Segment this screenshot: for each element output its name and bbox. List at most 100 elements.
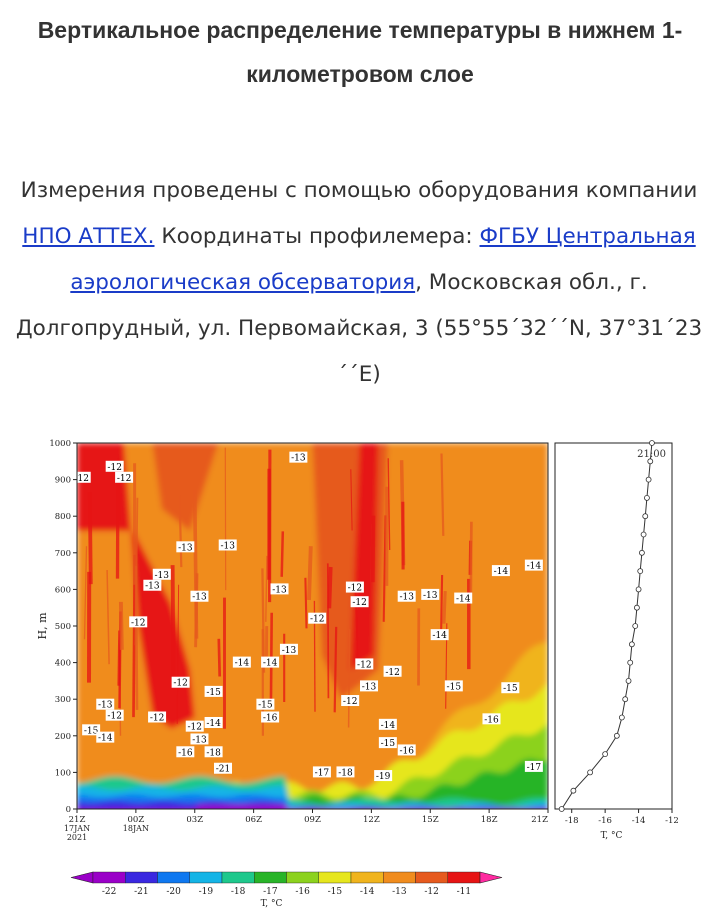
profile-point: [632, 623, 639, 629]
heatmap-plot: -12-12-12-13-13 -13-13-13-13-13-12 -12-12-…: [74, 443, 548, 809]
contour-label: -12: [131, 618, 146, 628]
contour-label-box: [482, 713, 501, 725]
profile-x-tick-label: -14: [632, 816, 646, 826]
contour-label-box: [214, 762, 233, 774]
contour-label: -16: [484, 715, 499, 725]
attex-link[interactable]: НПО АТТЕХ.: [22, 224, 155, 249]
profile-point: [622, 696, 629, 703]
contour-label: -15: [84, 726, 99, 736]
contour-label-box: [115, 471, 134, 483]
contour-label: -13: [178, 543, 193, 553]
contour-label: -12: [117, 474, 132, 484]
heat-streak: [469, 521, 473, 598]
profile-point: [570, 787, 577, 794]
contour-label: -15: [381, 739, 396, 749]
page-title: Вертикальное распределение температуры в…: [37, 17, 683, 87]
colorbar-segment: [350, 871, 384, 884]
contour-label-box: [204, 746, 223, 758]
contour-label-box: [524, 760, 543, 772]
contour-label: -12: [74, 474, 89, 484]
colorbar-tick-label: -20: [166, 887, 181, 897]
contour-label: -12: [385, 668, 400, 678]
heat-streak: [176, 584, 180, 724]
y-tick-label: 400: [55, 659, 71, 669]
contour-label-box: [105, 709, 124, 721]
heat-streak: [118, 601, 124, 650]
colorbar-tick-label: -22: [102, 887, 117, 897]
heat-streak: [350, 469, 353, 531]
profile-point: [634, 604, 640, 611]
contour-label: -17: [315, 768, 330, 778]
profile-point: [587, 769, 593, 776]
contour-label: -13: [272, 585, 287, 595]
colorbar-segment: [125, 871, 158, 884]
heat-streak: [265, 555, 268, 622]
heat-streak: [134, 565, 139, 710]
colorbar-segment: [254, 871, 287, 884]
profile-point: [642, 513, 649, 520]
profile-point: [637, 568, 644, 575]
contour-label-box: [176, 746, 195, 758]
contour-label: -13: [192, 735, 207, 745]
contour-label-box: [345, 581, 364, 593]
colorbar-tick-label: -12: [424, 887, 439, 897]
profile-point: [627, 659, 634, 666]
y-tick-label: 200: [55, 732, 71, 742]
contour-label: -16: [399, 746, 414, 756]
colorbar-tick-label: -19: [199, 887, 214, 897]
contour-label-box: [185, 720, 204, 732]
contour-label: -14: [235, 659, 250, 669]
contour-label: -17: [527, 763, 542, 773]
colorbar-tick-label: -11: [457, 887, 472, 897]
contour-label: -13: [282, 646, 297, 656]
heat-streak: [178, 495, 183, 568]
contour-label: -19: [376, 772, 391, 782]
cao-link[interactable]: ФГБУ Центральная аэрологическая обсерват…: [70, 224, 696, 295]
heat-streak: [387, 458, 391, 551]
colorbar-segment: [383, 871, 416, 884]
heat-streak: [326, 563, 330, 699]
profile-point: [558, 806, 565, 812]
y-tick-label: 900: [55, 476, 71, 486]
contour-label-box: [176, 541, 195, 553]
contour-label: -12: [357, 660, 372, 670]
contour-label-box: [355, 658, 374, 670]
contour-label: -12: [352, 598, 367, 608]
contour-label-box: [96, 698, 115, 710]
contour-label: -14: [263, 659, 278, 669]
contour-label: -15: [503, 684, 518, 694]
heat-streak: [347, 628, 351, 728]
contour-label-box: [190, 590, 209, 602]
contour-label-box: [204, 716, 223, 728]
contour-label: -13: [423, 591, 438, 601]
profile-time-label: 21:00: [637, 449, 666, 460]
heat-band-m16: [77, 723, 548, 809]
contour-label: -12: [348, 584, 363, 594]
colorbar-segment: [157, 871, 190, 884]
heat-streak: [87, 492, 93, 585]
contour-label: -12: [343, 697, 358, 707]
contour-label-box: [308, 612, 327, 624]
contour-label-box: [279, 643, 298, 655]
contour-label: -13: [98, 701, 113, 711]
contour-label-box: [524, 559, 543, 571]
contour-label: -15: [258, 701, 273, 711]
contour-label-box: [77, 471, 91, 483]
x-tick-label: 15Z: [422, 815, 439, 825]
colorbar-segment: [318, 871, 352, 884]
contour-label: -12: [188, 723, 203, 733]
contour-label: -14: [456, 595, 471, 605]
heat-streak: [327, 566, 333, 609]
description: Измерения проведены с помощью оборудован…: [14, 168, 704, 398]
colorbar-segment: [221, 871, 255, 884]
heat-streak: [439, 574, 444, 639]
profile-point: [649, 440, 655, 446]
x-tick-label: 12Z: [363, 815, 380, 825]
contour-label: -12: [107, 712, 122, 722]
date-label: 18JAN: [123, 824, 149, 833]
heat-streak: [106, 569, 110, 665]
contour-label-box: [261, 711, 280, 723]
heat-streak: [83, 546, 88, 640]
y-tick-label: 600: [55, 585, 71, 595]
profile-frame: [554, 442, 673, 810]
